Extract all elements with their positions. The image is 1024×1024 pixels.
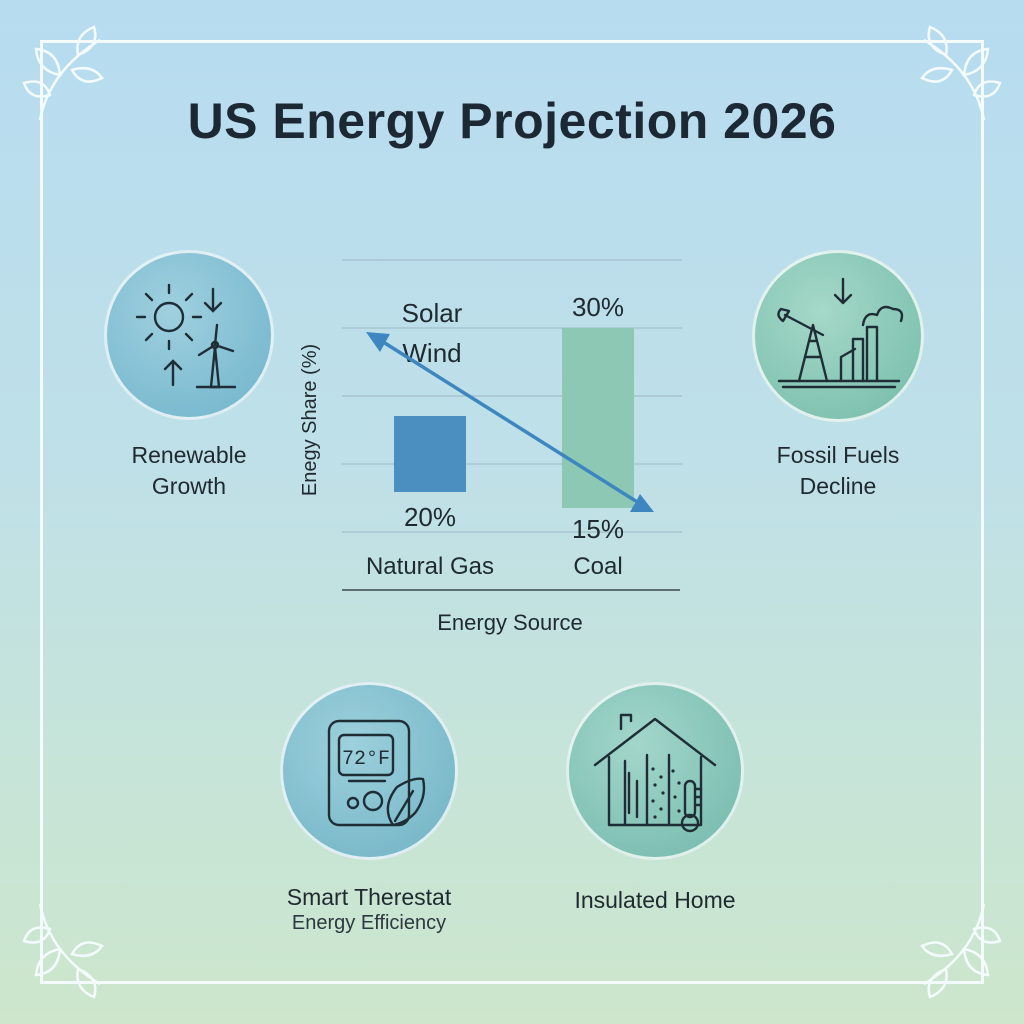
insulated-home-label: Insulated Home: [574, 887, 736, 913]
renewable-growth-badge: [104, 250, 274, 420]
oil-factory-icon: [777, 277, 904, 389]
sun-wind-icon: [135, 283, 237, 389]
y-axis-label: Enegy Share (%): [299, 344, 321, 496]
house-insulation-icon: [593, 713, 717, 833]
fossil-label-line2: Decline: [799, 473, 877, 499]
energy-share-chart: Natural Gas 20% Coal 15% 30% Enegy Share (%)…: [299, 259, 682, 635]
chart-labels: Natural Gas 20% Coal 15% 30%: [366, 292, 624, 580]
x-axis-label: Energy Source: [437, 610, 583, 635]
thermostat-display-text: 72°F: [342, 748, 390, 771]
bar-coal: [562, 328, 634, 508]
leaf-ornament-bottom-right-icon: [920, 903, 1002, 999]
x-tick-label: Coal: [573, 553, 622, 580]
fossil-decline-label: Fossil Fuels Decline: [748, 440, 928, 502]
insulated-home-badge: [566, 682, 744, 860]
renewable-label-line2: Growth: [151, 473, 227, 499]
trend-arrow-head-end: [630, 494, 654, 512]
thermostat-label: Smart Therestat: [286, 884, 452, 910]
fossil-label-line1: Fossil Fuels: [776, 442, 900, 468]
page-title: US Energy Projection 2026: [187, 93, 837, 149]
thermostat-sublabel: Energy Efficiency: [291, 912, 447, 934]
trend-arrow-line: [378, 338, 644, 507]
thermostat-icon: 72°F: [327, 719, 426, 827]
leaf-ornament-top-left-icon: [22, 25, 104, 121]
renewable-label-line1: Renewable: [131, 442, 247, 468]
bar-bottom-label: 20%: [404, 502, 456, 532]
bar-bottom-label: 15%: [572, 514, 624, 544]
bar-top-label: 30%: [572, 292, 624, 322]
trend-arrow-head-start: [366, 332, 390, 352]
fossil-decline-badge: [752, 250, 924, 422]
annotation-wind: Wind: [402, 338, 461, 368]
leaf-ornament-top-right-icon: [920, 25, 1002, 121]
renewable-growth-label: Renewable Growth: [99, 440, 279, 502]
annotation-solar: Solar: [402, 298, 463, 328]
x-tick-label: Natural Gas: [366, 553, 494, 580]
thermostat-badge: 72°F: [280, 682, 458, 860]
trend-arrow: [366, 332, 654, 512]
bar-natural-gas: [394, 416, 466, 492]
leaf-ornament-bottom-left-icon: [22, 903, 104, 999]
